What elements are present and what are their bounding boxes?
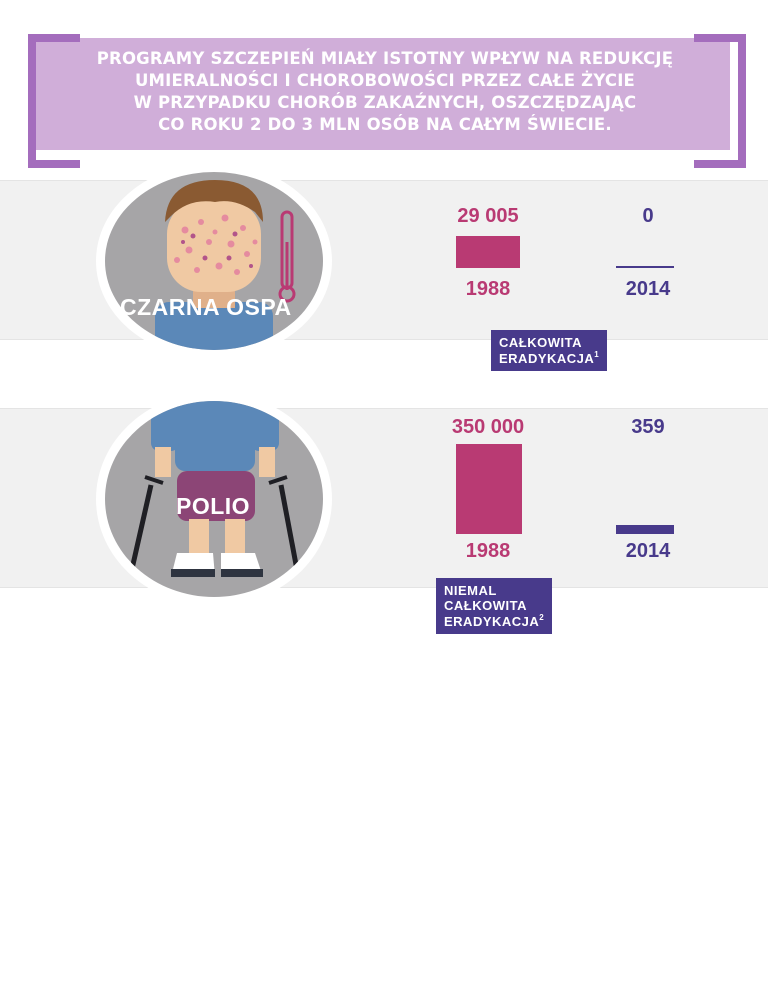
polio-badge: NIEMAL CAŁKOWITA ERADYKACJA2 xyxy=(436,578,553,634)
smallpox-title: CZARNA OSPA xyxy=(120,294,292,320)
header-text: PROGRAMY SZCZEPIEŃ MIAŁY ISTOTNY WPŁYW N… xyxy=(60,48,710,136)
smallpox-illustration xyxy=(96,163,332,359)
polio-badge-text: NIEMAL CAŁKOWITA ERADYKACJA xyxy=(444,583,540,629)
polio-bar-1988 xyxy=(456,444,522,534)
header-banner xyxy=(36,38,730,150)
polio-value-2014: 359 xyxy=(631,416,665,438)
header-line: CO ROKU 2 DO 3 MLN OSÓB NA CAŁYM ŚWIECIE… xyxy=(158,115,612,134)
smallpox-bar-1988 xyxy=(456,236,520,268)
header-line: UMIERALNOŚCI I CHOROBOWOŚCI PRZEZ CAŁE Ż… xyxy=(134,71,636,90)
smallpox-badge-text: CAŁKOWITA ERADYKACJA xyxy=(499,335,595,366)
smallpox-bar-2014 xyxy=(616,266,674,268)
polio-bar-2014 xyxy=(616,525,674,534)
polio-year-1988: 1988 xyxy=(465,540,511,562)
smallpox-value-2014: 0 xyxy=(642,205,654,227)
smallpox-badge-ref: 1 xyxy=(594,350,600,359)
header-bracket-right xyxy=(694,34,746,168)
polio-value-1988: 350 000 xyxy=(451,416,525,438)
smallpox-year-1988: 1988 xyxy=(465,278,511,300)
smallpox-value-1988: 29 005 xyxy=(457,205,519,227)
header-bracket-left xyxy=(28,34,80,168)
smallpox-year-2014: 2014 xyxy=(625,278,671,300)
header-line: W PRZYPADKU CHORÓB ZAKAŹNYCH, OSZCZĘDZAJ… xyxy=(133,93,637,112)
polio-badge-ref: 2 xyxy=(539,613,545,622)
header-line: PROGRAMY SZCZEPIEŃ MIAŁY ISTOTNY WPŁYW N… xyxy=(96,49,674,68)
polio-title: POLIO xyxy=(176,493,251,519)
polio-year-2014: 2014 xyxy=(625,540,671,562)
smallpox-badge: CAŁKOWITA ERADYKACJA1 xyxy=(491,330,608,371)
polio-illustration xyxy=(96,392,332,606)
